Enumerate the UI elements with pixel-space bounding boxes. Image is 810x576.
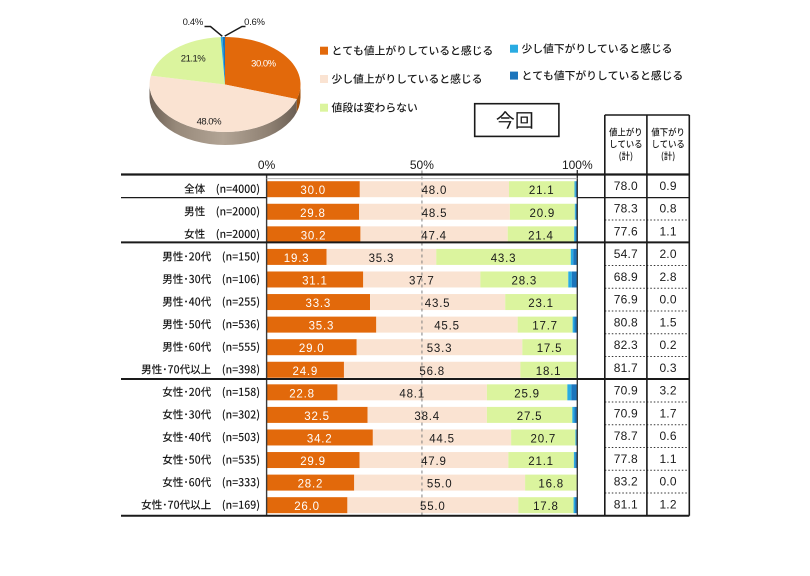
svg-text:28.2: 28.2 <box>298 479 324 491</box>
svg-text:83.2: 83.2 <box>614 475 638 489</box>
svg-text:0.4%: 0.4% <box>183 17 204 28</box>
svg-text:28.3: 28.3 <box>512 276 538 288</box>
svg-text:78.3: 78.3 <box>614 202 638 216</box>
svg-text:48.5: 48.5 <box>422 208 448 220</box>
svg-text:43.3: 43.3 <box>491 253 517 265</box>
svg-text:3.2: 3.2 <box>659 384 676 398</box>
svg-text:35.3: 35.3 <box>369 253 395 265</box>
svg-text:21.4: 21.4 <box>528 230 554 242</box>
svg-text:0.2: 0.2 <box>659 338 676 352</box>
svg-text:32.5: 32.5 <box>304 411 330 423</box>
svg-text:55.0: 55.0 <box>427 479 453 491</box>
svg-text:47.4: 47.4 <box>421 230 447 242</box>
svg-text:17.7: 17.7 <box>532 321 558 333</box>
svg-text:1.5: 1.5 <box>659 315 676 329</box>
svg-text:29.9: 29.9 <box>300 456 326 468</box>
svg-text:0.6: 0.6 <box>659 429 676 443</box>
svg-text:25.9: 25.9 <box>514 388 540 400</box>
svg-text:18.1: 18.1 <box>536 366 562 378</box>
svg-text:1.2: 1.2 <box>659 497 676 511</box>
svg-text:54.7: 54.7 <box>614 247 638 261</box>
svg-text:38.4: 38.4 <box>414 411 440 423</box>
svg-text:34.2: 34.2 <box>307 434 333 446</box>
svg-text:29.0: 29.0 <box>299 343 325 355</box>
svg-text:0.0: 0.0 <box>659 475 676 489</box>
svg-text:1.7: 1.7 <box>659 406 676 420</box>
svg-text:0.3: 0.3 <box>659 361 676 375</box>
svg-text:27.5: 27.5 <box>517 411 543 423</box>
svg-text:35.3: 35.3 <box>309 321 335 333</box>
svg-text:22.8: 22.8 <box>289 388 315 400</box>
svg-text:26.0: 26.0 <box>294 501 320 513</box>
svg-text:20.7: 20.7 <box>531 434 557 446</box>
svg-text:21.1: 21.1 <box>528 456 554 468</box>
svg-text:50%: 50% <box>410 158 434 172</box>
svg-text:16.8: 16.8 <box>538 479 564 491</box>
svg-text:43.5: 43.5 <box>425 298 451 310</box>
svg-text:78.7: 78.7 <box>614 429 638 443</box>
svg-text:44.5: 44.5 <box>429 434 455 446</box>
svg-text:30.0%: 30.0% <box>251 59 276 70</box>
svg-text:24.9: 24.9 <box>293 366 319 378</box>
svg-text:78.0: 78.0 <box>614 179 638 193</box>
svg-text:37.7: 37.7 <box>409 276 435 288</box>
svg-text:19.3: 19.3 <box>284 253 310 265</box>
svg-text:70.9: 70.9 <box>614 384 638 398</box>
svg-text:0.6%: 0.6% <box>244 17 265 28</box>
svg-text:21.1: 21.1 <box>529 185 555 197</box>
svg-text:77.6: 77.6 <box>614 224 638 238</box>
svg-text:33.3: 33.3 <box>306 298 332 310</box>
svg-text:80.8: 80.8 <box>614 315 638 329</box>
svg-text:1.1: 1.1 <box>659 452 676 466</box>
svg-text:81.1: 81.1 <box>614 497 638 511</box>
svg-text:56.8: 56.8 <box>419 366 445 378</box>
svg-text:45.5: 45.5 <box>434 321 460 333</box>
svg-text:68.9: 68.9 <box>614 270 638 284</box>
svg-text:55.0: 55.0 <box>420 501 446 513</box>
svg-text:23.1: 23.1 <box>528 298 554 310</box>
svg-text:48.0%: 48.0% <box>197 116 222 127</box>
svg-text:2.0: 2.0 <box>659 247 676 261</box>
svg-text:17.8: 17.8 <box>533 501 559 513</box>
svg-text:30.2: 30.2 <box>301 230 327 242</box>
svg-text:21.1%: 21.1% <box>181 53 206 64</box>
svg-text:100%: 100% <box>562 158 593 172</box>
svg-text:47.9: 47.9 <box>421 456 447 468</box>
svg-text:48.1: 48.1 <box>399 388 425 400</box>
svg-text:17.5: 17.5 <box>537 343 563 355</box>
svg-text:31.1: 31.1 <box>302 276 328 288</box>
svg-text:81.7: 81.7 <box>614 361 638 375</box>
svg-text:70.9: 70.9 <box>614 406 638 420</box>
svg-text:53.3: 53.3 <box>427 343 453 355</box>
svg-text:0%: 0% <box>258 158 276 172</box>
svg-text:82.3: 82.3 <box>614 338 638 352</box>
svg-text:0.9: 0.9 <box>659 179 676 193</box>
svg-text:20.9: 20.9 <box>530 208 556 220</box>
svg-text:1.1: 1.1 <box>659 224 676 238</box>
svg-text:0.8: 0.8 <box>659 202 676 216</box>
svg-text:48.0: 48.0 <box>422 185 448 197</box>
svg-text:30.0: 30.0 <box>300 185 326 197</box>
svg-text:29.8: 29.8 <box>300 208 326 220</box>
svg-text:77.8: 77.8 <box>614 452 638 466</box>
svg-text:76.9: 76.9 <box>614 293 638 307</box>
svg-text:0.0: 0.0 <box>659 293 676 307</box>
svg-text:2.8: 2.8 <box>659 270 676 284</box>
